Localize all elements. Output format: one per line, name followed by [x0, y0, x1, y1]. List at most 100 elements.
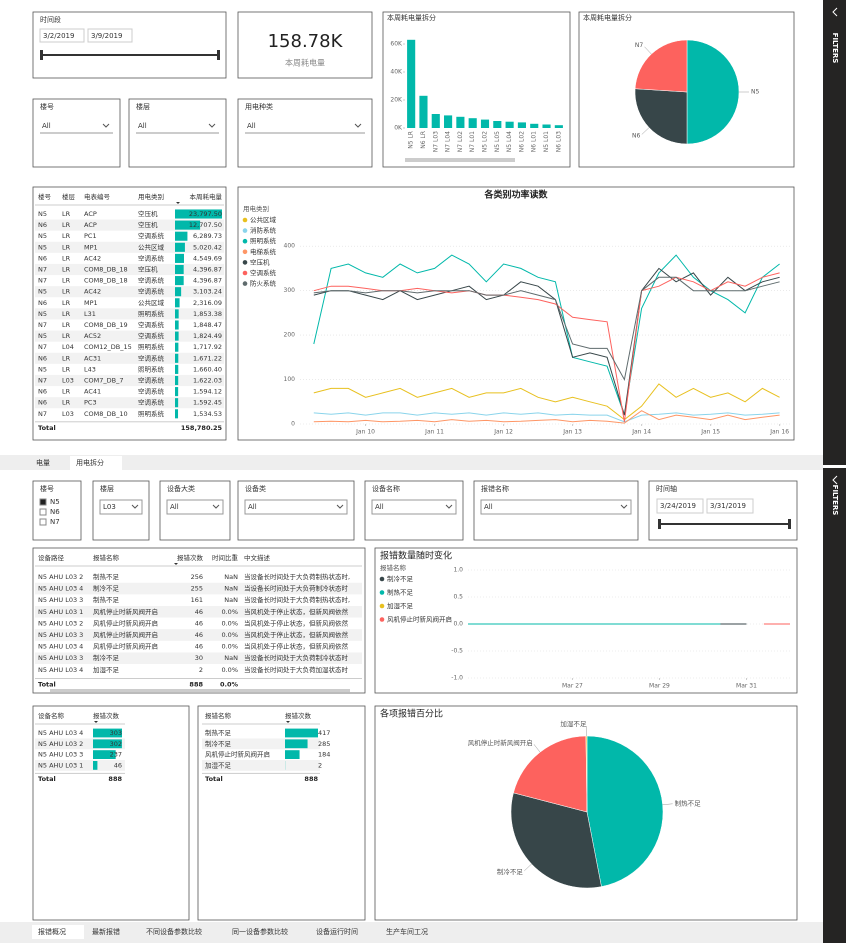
dropdown[interactable] — [480, 499, 632, 515]
column-header: 报错名称 — [93, 553, 120, 562]
table-cell: N5 AHU L03 3 — [38, 751, 83, 759]
table-cell: LR — [62, 388, 71, 396]
row-band — [35, 286, 224, 298]
total-cell: 888 — [189, 680, 203, 688]
column-header: 报错次数 — [285, 711, 312, 720]
row-band — [35, 606, 362, 618]
page-tab: 用电拆分 — [76, 458, 104, 467]
x-tick-label: N6 L01 — [531, 131, 538, 152]
filters-pane[interactable] — [823, 0, 846, 465]
leader-line — [662, 803, 673, 806]
pie-label: 加湿不足 — [560, 719, 587, 728]
date-end: 3/9/2019 — [91, 32, 122, 40]
table-cell: N5 AHU L03 2 — [38, 740, 83, 748]
checkbox[interactable] — [39, 498, 47, 506]
filters-pane[interactable] — [823, 468, 846, 943]
legend-swatch[interactable] — [379, 576, 385, 582]
slicer-title: 设备大类 — [167, 484, 195, 493]
chevron[interactable] — [208, 123, 216, 128]
table-cell: AC31 — [84, 354, 101, 362]
legend-label: 加湿不足 — [387, 601, 414, 610]
table-cell: L43 — [84, 365, 96, 373]
legend-swatch[interactable] — [242, 249, 248, 255]
scrollbar[interactable] — [50, 689, 350, 692]
legend-swatch[interactable] — [242, 270, 248, 276]
row-band — [35, 760, 125, 771]
table-cell: 1,534.53 — [193, 410, 222, 418]
table-cell: 2 — [318, 761, 322, 769]
dropdown[interactable] — [371, 499, 457, 515]
legend-swatch[interactable] — [242, 238, 248, 244]
legend-title: 报错名称 — [380, 563, 407, 572]
x-tick-label: Mar 31 — [736, 683, 757, 690]
total-cell: Total — [38, 424, 56, 432]
chart-title: 报错数量随时变化 — [380, 550, 452, 562]
date-box[interactable] — [656, 498, 704, 514]
date-box[interactable] — [87, 28, 133, 43]
table-cell: 空调系统 — [138, 353, 165, 362]
legend-swatch[interactable] — [379, 590, 385, 595]
table-cell: PC1 — [84, 232, 97, 240]
data-bar — [175, 276, 184, 286]
dropdown[interactable] — [166, 499, 224, 515]
slider-handle[interactable] — [788, 519, 791, 529]
slicer-title: 设备类 — [245, 484, 266, 493]
slider-handle[interactable] — [658, 519, 661, 529]
table-cell: 0.0% — [221, 608, 238, 616]
legend-swatch[interactable] — [242, 217, 248, 223]
y-tick-label: 40K — [390, 69, 403, 76]
scrollbar[interactable] — [405, 158, 515, 162]
x-tick-label: Jan 12 — [493, 429, 513, 436]
y-tick-label: 20K — [390, 97, 403, 104]
pie-slice — [586, 735, 664, 887]
checkbox[interactable] — [39, 508, 47, 516]
chevron[interactable] — [102, 123, 110, 128]
bar — [517, 122, 526, 128]
chevron[interactable] — [354, 123, 362, 128]
data-bar — [175, 298, 180, 308]
slider-handle[interactable] — [40, 50, 43, 60]
legend-swatch[interactable] — [379, 603, 385, 609]
total-cell: 888 — [304, 775, 318, 783]
table-cell: 3,103.24 — [193, 288, 222, 296]
table-cell: N6 — [38, 254, 47, 262]
table-cell: 制热不足 — [93, 595, 120, 604]
collapse-arrow[interactable] — [832, 7, 838, 17]
legend-label: 电梯系统 — [250, 247, 277, 256]
checkbox[interactable] — [39, 518, 47, 526]
date-box[interactable] — [706, 498, 754, 514]
row-band — [35, 738, 125, 750]
legend-label: 防火系统 — [250, 279, 277, 288]
slider-handle[interactable] — [217, 50, 220, 60]
table-cell: 303 — [110, 729, 122, 737]
table-cell: 制热不足 — [205, 728, 232, 737]
active-tab[interactable] — [70, 456, 122, 470]
table-cell: 1,717.92 — [193, 343, 222, 351]
dropdown-value: All — [42, 122, 51, 130]
x-tick-label: N6 LR — [420, 131, 427, 149]
chart-title: 本周耗电量拆分 — [583, 13, 632, 22]
table-cell: 空调系统 — [138, 398, 165, 407]
legend-swatch[interactable] — [242, 281, 248, 286]
visual-frame — [237, 186, 795, 441]
legend-swatch[interactable] — [242, 260, 248, 265]
data-bar — [175, 398, 179, 408]
table-cell: 当风机处于停止状态，但新风阀依然 — [244, 607, 349, 616]
legend-swatch[interactable] — [242, 228, 248, 233]
row-band — [35, 308, 224, 320]
collapse-arrow[interactable] — [832, 475, 838, 485]
active-tab[interactable] — [32, 925, 84, 939]
table-cell: LR — [62, 399, 71, 407]
date-box[interactable] — [39, 28, 85, 43]
dropdown[interactable] — [99, 499, 143, 515]
table-cell: NaN — [224, 585, 238, 593]
table-cell: N5 — [38, 243, 47, 251]
table-cell: 184 — [318, 751, 330, 759]
bar — [444, 115, 453, 128]
table-cell: N5 — [38, 210, 47, 218]
dropdown[interactable] — [244, 499, 348, 515]
sort-indicator — [176, 202, 180, 204]
row-band — [35, 263, 224, 276]
legend-swatch[interactable] — [379, 617, 385, 622]
